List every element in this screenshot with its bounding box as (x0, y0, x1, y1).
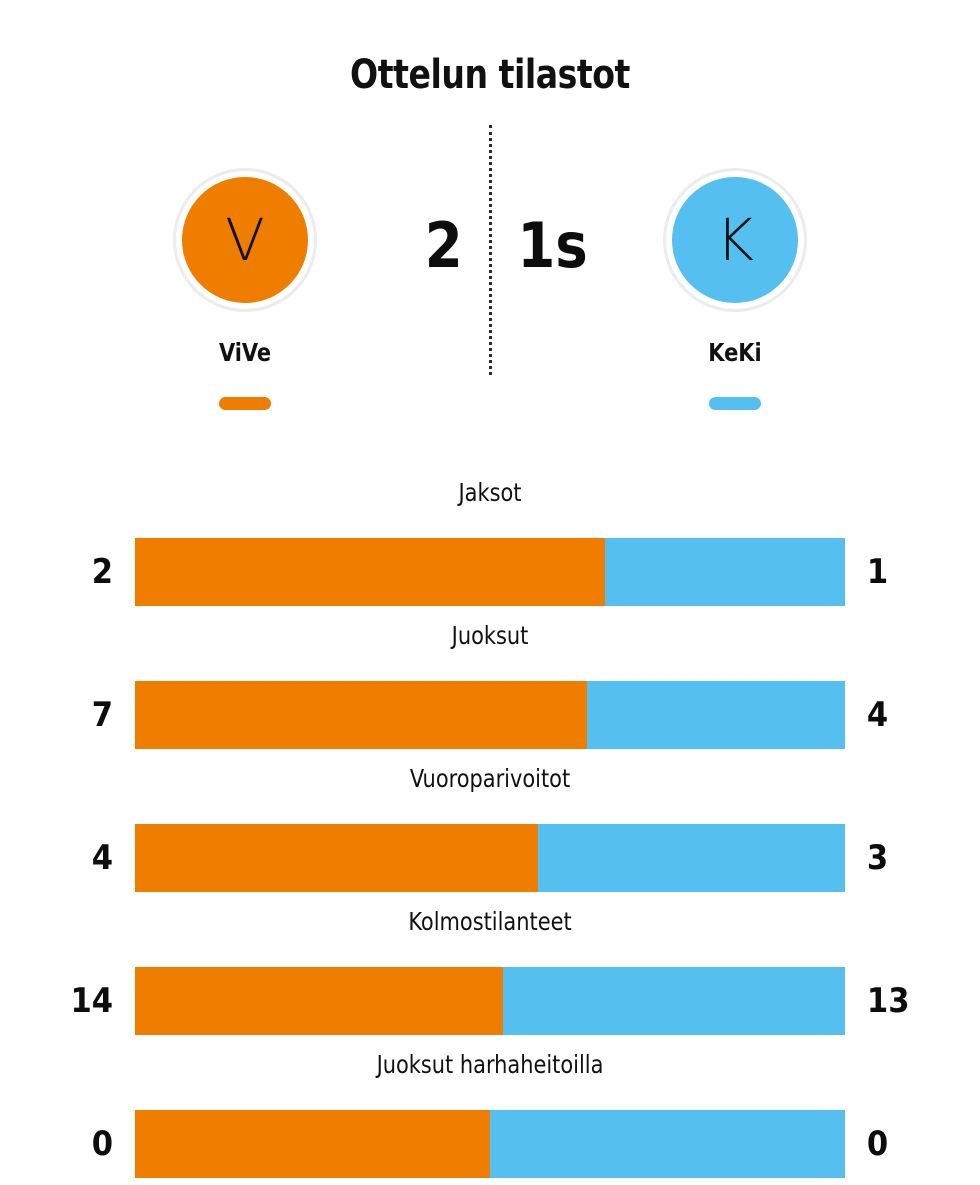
stat-value-home: 0 (91, 1124, 114, 1164)
stat-row: Kolmostilanteet 14 13 (0, 899, 980, 1042)
stat-value-away: 0 (866, 1124, 889, 1164)
stat-row-label: Kolmostilanteet (408, 907, 572, 936)
scoreboard-divider (489, 125, 492, 375)
team-away-logo-icon: K (672, 177, 798, 303)
stat-value-home: 7 (91, 695, 114, 735)
score-away: 1s (517, 209, 588, 282)
stat-value-home: 2 (91, 552, 114, 592)
team-away-name: KeKi (708, 338, 762, 367)
stat-bar-segment-away (605, 538, 845, 606)
team-away-logo-ring: K (663, 168, 807, 312)
stat-value-away: 1 (866, 552, 889, 592)
stat-bar-segment-home (135, 681, 587, 749)
team-home[interactable]: V ViVe (145, 168, 345, 410)
stat-row: Juoksut harhaheitoilla 0 0 (0, 1042, 980, 1185)
stat-bar-track (135, 824, 845, 892)
stat-bar-segment-away (503, 967, 845, 1035)
stat-bar-segment-away (538, 824, 845, 892)
stat-row-label: Juoksut (451, 621, 529, 650)
score-home: 2 (424, 209, 463, 282)
stat-bar-segment-home (135, 967, 504, 1035)
stat-bar-track (135, 967, 845, 1035)
stat-row-label: Juoksut harhaheitoilla (376, 1050, 604, 1079)
stat-bar-segment-away (586, 681, 845, 749)
team-away[interactable]: K KeKi (635, 168, 835, 410)
team-home-name: ViVe (218, 338, 272, 367)
stat-bar-segment-home (135, 824, 539, 892)
team-home-logo-ring: V (173, 168, 317, 312)
stat-row: Vuoroparivoitot 4 3 (0, 756, 980, 899)
stat-bar-line: 14 13 (0, 967, 980, 1035)
stat-bar-track (135, 538, 845, 606)
stat-value-away: 4 (866, 695, 889, 735)
stat-row-label: Jaksot (458, 478, 522, 507)
stat-value-home: 14 (70, 981, 114, 1021)
stat-value-away: 3 (866, 838, 889, 878)
team-home-logo-icon: V (182, 177, 308, 303)
stat-bar-track (135, 1110, 845, 1178)
stat-row: Jaksot 2 1 (0, 470, 980, 613)
stat-rows-container: Jaksot 2 1 Juoksut 7 4 Vuoroparivoitot 4 3 Kolmos… (0, 470, 980, 1185)
stat-row: Juoksut 7 4 (0, 613, 980, 756)
stat-bar-track (135, 681, 845, 749)
stat-value-away: 13 (866, 981, 910, 1021)
stat-value-home: 4 (91, 838, 114, 878)
page-title: Ottelun tilastot (350, 52, 630, 98)
stat-row-label: Vuoroparivoitot (409, 764, 571, 793)
stat-bar-segment-away (490, 1110, 845, 1178)
stat-bar-segment-home (135, 538, 606, 606)
stat-bar-segment-home (135, 1110, 490, 1178)
legend-pill-away (709, 397, 761, 410)
scoreboard: V ViVe K KeKi 2 1s (0, 120, 980, 440)
legend-pill-home (219, 397, 271, 410)
